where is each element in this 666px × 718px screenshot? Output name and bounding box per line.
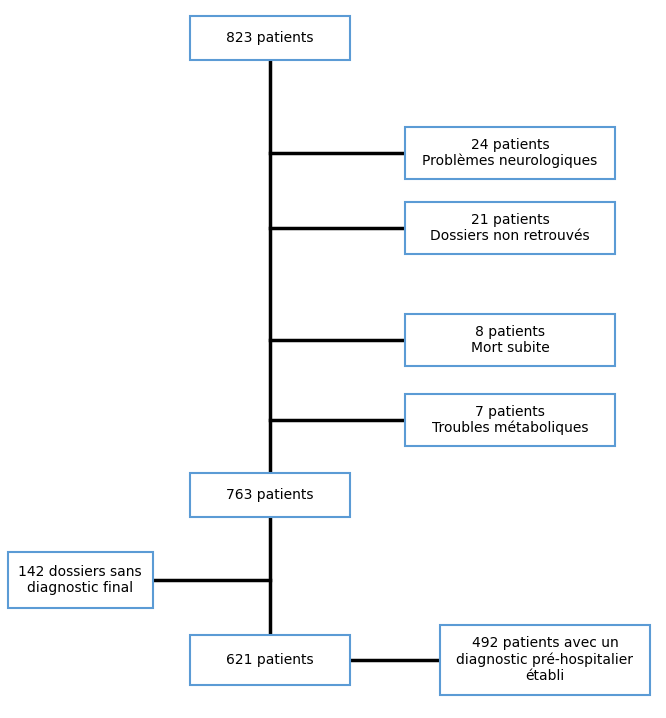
Text: 823 patients: 823 patients (226, 31, 314, 45)
Text: 24 patients
Problèmes neurologiques: 24 patients Problèmes neurologiques (422, 138, 597, 169)
Text: 492 patients avec un
diagnostic pré-hospitalier
établi: 492 patients avec un diagnostic pré-hosp… (456, 636, 633, 684)
FancyBboxPatch shape (190, 16, 350, 60)
Text: 142 dossiers sans
diagnostic final: 142 dossiers sans diagnostic final (18, 565, 142, 595)
FancyBboxPatch shape (405, 314, 615, 366)
FancyBboxPatch shape (190, 635, 350, 685)
FancyBboxPatch shape (190, 473, 350, 517)
FancyBboxPatch shape (405, 394, 615, 446)
FancyBboxPatch shape (7, 552, 153, 608)
Text: 621 patients: 621 patients (226, 653, 314, 667)
Text: 8 patients
Mort subite: 8 patients Mort subite (471, 325, 549, 355)
FancyBboxPatch shape (440, 625, 650, 695)
Text: 7 patients
Troubles métaboliques: 7 patients Troubles métaboliques (432, 405, 588, 435)
FancyBboxPatch shape (405, 202, 615, 254)
Text: 21 patients
Dossiers non retrouvés: 21 patients Dossiers non retrouvés (430, 213, 590, 243)
FancyBboxPatch shape (405, 127, 615, 179)
Text: 763 patients: 763 patients (226, 488, 314, 502)
